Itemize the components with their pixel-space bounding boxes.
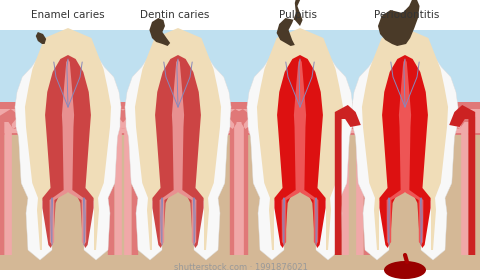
Polygon shape xyxy=(0,102,480,135)
Polygon shape xyxy=(379,55,430,248)
Polygon shape xyxy=(236,117,255,255)
Polygon shape xyxy=(274,55,325,248)
Polygon shape xyxy=(361,28,447,250)
Polygon shape xyxy=(0,135,480,270)
Polygon shape xyxy=(25,28,111,250)
Polygon shape xyxy=(281,59,318,245)
Polygon shape xyxy=(222,109,248,255)
Text: shutterstock.com · 1991876021: shutterstock.com · 1991876021 xyxy=(174,263,307,272)
Polygon shape xyxy=(448,109,474,255)
Polygon shape xyxy=(0,30,480,170)
Polygon shape xyxy=(49,59,86,245)
Polygon shape xyxy=(334,105,360,255)
Polygon shape xyxy=(229,109,255,255)
Text: Periodontitis: Periodontitis xyxy=(373,10,439,20)
Polygon shape xyxy=(135,28,221,250)
Polygon shape xyxy=(344,117,363,255)
Text: Pulpitis: Pulpitis xyxy=(278,10,316,20)
Polygon shape xyxy=(377,0,419,46)
Polygon shape xyxy=(15,34,121,260)
Polygon shape xyxy=(108,109,133,255)
Ellipse shape xyxy=(383,261,425,279)
Polygon shape xyxy=(341,117,360,255)
Text: Dentin caries: Dentin caries xyxy=(140,10,209,20)
Polygon shape xyxy=(334,109,360,255)
Polygon shape xyxy=(256,28,342,250)
Polygon shape xyxy=(276,0,302,46)
Polygon shape xyxy=(112,117,131,255)
Polygon shape xyxy=(448,117,468,255)
Polygon shape xyxy=(159,59,196,245)
Polygon shape xyxy=(4,117,24,255)
Polygon shape xyxy=(152,55,203,248)
Polygon shape xyxy=(246,34,352,260)
Text: Enamel caries: Enamel caries xyxy=(31,10,105,20)
Polygon shape xyxy=(149,18,170,46)
Polygon shape xyxy=(351,34,457,260)
Polygon shape xyxy=(448,105,474,255)
Polygon shape xyxy=(42,55,94,248)
Polygon shape xyxy=(386,59,422,245)
Polygon shape xyxy=(0,109,480,133)
Polygon shape xyxy=(222,117,241,255)
Polygon shape xyxy=(0,109,24,255)
Polygon shape xyxy=(112,109,138,255)
Polygon shape xyxy=(36,32,46,44)
Polygon shape xyxy=(344,109,370,255)
Polygon shape xyxy=(125,34,230,260)
Polygon shape xyxy=(114,117,133,255)
Polygon shape xyxy=(0,0,480,35)
